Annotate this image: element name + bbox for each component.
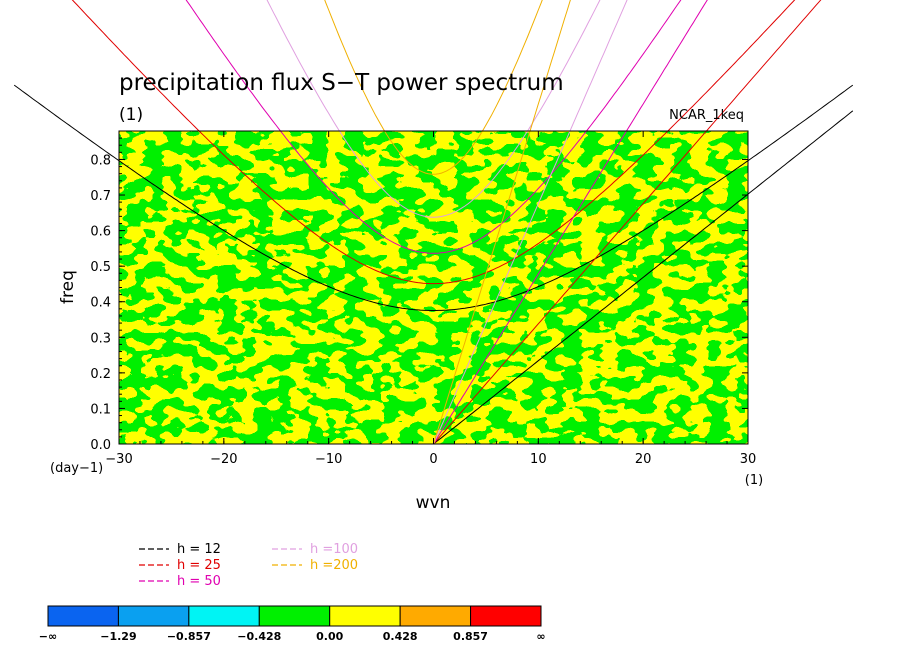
series-line-kelvin-100 xyxy=(433,0,628,445)
series-line-ig-200 xyxy=(324,0,543,175)
colorbar-swatch xyxy=(188,605,260,627)
y-tick-label: 0.2 xyxy=(90,367,111,382)
y-tick-label: 0.0 xyxy=(90,438,111,453)
y-unit-label: (day−1) xyxy=(50,461,103,476)
x-tick-label: 0 xyxy=(429,452,437,467)
legend-label: h =200 xyxy=(310,558,358,573)
y-axis-label: freq xyxy=(58,270,78,304)
x-tick-label: −20 xyxy=(210,452,237,467)
colorbar-swatch xyxy=(329,605,401,627)
series-line-ig-12 xyxy=(13,84,854,311)
colorbar-label: ∞ xyxy=(536,630,545,643)
colorbar-swatch xyxy=(399,605,472,627)
y-tick-label: 0.3 xyxy=(90,331,111,346)
series-line-kelvin-200 xyxy=(433,0,571,445)
colorbar: −∞ −1.29 −0.857 −0.428 0.00 0.428 0.857 ∞ xyxy=(39,605,546,643)
colorbar-swatch xyxy=(117,605,190,627)
series-line-kelvin-25 xyxy=(433,0,822,445)
chart-title: precipitation flux S−T power spectrum xyxy=(119,70,564,96)
x-tick-label: 30 xyxy=(740,452,757,467)
y-tick-label: 0.1 xyxy=(90,402,111,417)
series-line-kelvin-50 xyxy=(433,0,708,445)
colorbar-label: −0.428 xyxy=(237,630,281,643)
colorbar-label: −∞ xyxy=(39,630,57,643)
field-level-negative xyxy=(119,131,748,444)
legend-label: h = 25 xyxy=(177,558,221,573)
series-line-ig-50 xyxy=(185,0,682,254)
y-axis: 0.0 0.1 0.2 0.3 0.4 0.5 0.6 0.7 0.8 xyxy=(90,137,748,453)
colorbar-swatch xyxy=(258,605,331,627)
y-tick-label: 0.8 xyxy=(90,153,111,168)
colorbar-swatch xyxy=(47,605,119,627)
series-line-ig-100 xyxy=(266,0,601,218)
x-tick-label: −30 xyxy=(105,452,132,467)
units-label: (1) xyxy=(119,105,143,125)
series-line-kelvin-12 xyxy=(433,110,854,445)
colorbar-label: 0.857 xyxy=(453,630,488,643)
y-tick-label: 0.4 xyxy=(90,296,111,311)
colorbar-label: −0.857 xyxy=(167,630,211,643)
x-axis-label: wvn xyxy=(416,493,451,513)
x-tick-label: −10 xyxy=(315,452,342,467)
dispersion-curves xyxy=(13,0,854,445)
series-line-ig-25 xyxy=(71,0,796,285)
x-unit-label: (1) xyxy=(745,473,763,488)
colorbar-label: −1.29 xyxy=(100,630,136,643)
colorbar-swatch xyxy=(470,605,542,627)
legend-label: h =100 xyxy=(310,542,358,557)
x-tick-label: 20 xyxy=(635,452,652,467)
y-tick-label: 0.5 xyxy=(90,260,111,275)
x-axis: −30 −20 −10 0 10 20 30 xyxy=(105,131,756,467)
x-tick-label: 10 xyxy=(530,452,547,467)
y-tick-label: 0.7 xyxy=(90,189,111,204)
heatmap-field xyxy=(119,131,748,444)
experiment-label: NCAR_1keq xyxy=(669,108,744,123)
colorbar-label: 0.00 xyxy=(316,630,343,643)
legend-label: h = 50 xyxy=(177,574,221,589)
legend-label: h = 12 xyxy=(177,542,221,557)
y-tick-label: 0.6 xyxy=(90,225,111,240)
colorbar-label: 0.428 xyxy=(383,630,418,643)
